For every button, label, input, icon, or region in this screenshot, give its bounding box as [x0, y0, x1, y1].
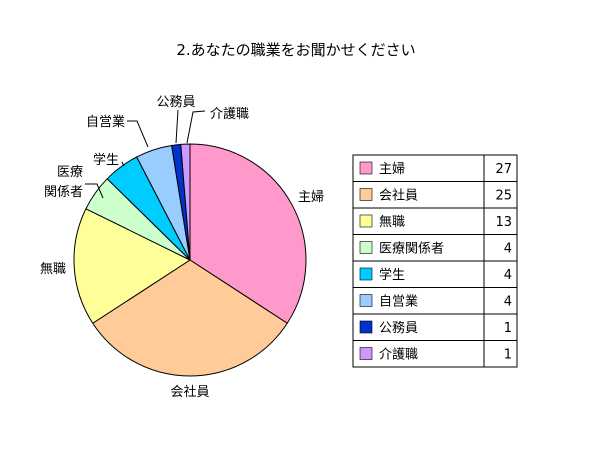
legend-value-8: 1	[504, 348, 512, 363]
legend-label-6: 自営業	[379, 294, 418, 310]
pie-slices	[73, 143, 307, 377]
legend-label-5: 学生	[379, 267, 405, 283]
legend-label-8: 介護職	[379, 347, 418, 363]
pie-label-6: 自営業	[86, 114, 125, 130]
legend-label-7: 公務員	[379, 321, 418, 336]
legend-value-4: 4	[504, 242, 512, 257]
legend-swatch-7	[359, 320, 373, 334]
legend-value-7: 1	[504, 321, 512, 336]
legend: 主婦 27 会社員 25 無職 13 医療関係者 4 学生 4 自営業 4 公務員 1 介護職 1	[352, 154, 518, 368]
pie-slice-8	[180, 143, 191, 261]
legend-label-4: 医療関係者	[379, 242, 444, 257]
pie-label-5: 学生	[93, 152, 119, 168]
legend-swatch-1	[359, 161, 373, 175]
pie-label-3: 無職	[40, 262, 66, 277]
legend-value-6: 4	[504, 295, 512, 310]
legend-label-1: 主婦	[379, 161, 405, 177]
legend-label-3: 無職	[379, 215, 405, 230]
legend-label-2: 会社員	[379, 188, 418, 204]
chart-title: 2.あなたの職業をお聞かせください	[176, 41, 415, 59]
legend-swatch-8	[359, 347, 373, 360]
pie-label-8: 介護職	[210, 106, 249, 122]
pie-label-1: 主婦	[298, 189, 324, 205]
leader-line-5	[121, 161, 125, 167]
pie-label-4-line-1: 医療	[57, 165, 83, 180]
leader-lines	[85, 109, 206, 199]
pie-slice-2	[92, 259, 288, 377]
leader-line-6	[127, 120, 149, 148]
pie-label-7: 公務員	[156, 95, 195, 110]
pie-label-2: 会社員	[170, 384, 209, 400]
legend-swatch-6	[359, 294, 373, 307]
pie-slice-3	[73, 208, 192, 324]
legend-value-2: 25	[495, 189, 512, 204]
pie-label-4-line-2: 関係者	[44, 185, 83, 200]
legend-value-5: 4	[504, 268, 512, 283]
legend-value-1: 27	[495, 162, 512, 177]
leader-line-4	[85, 183, 104, 199]
leader-line-8	[186, 110, 206, 144]
legend-swatch-4	[359, 241, 373, 254]
legend-swatch-2	[359, 188, 373, 201]
legend-swatch-3	[359, 214, 373, 228]
legend-swatch-5	[359, 267, 373, 281]
legend-value-3: 13	[495, 215, 512, 230]
leader-line-7	[175, 109, 179, 144]
